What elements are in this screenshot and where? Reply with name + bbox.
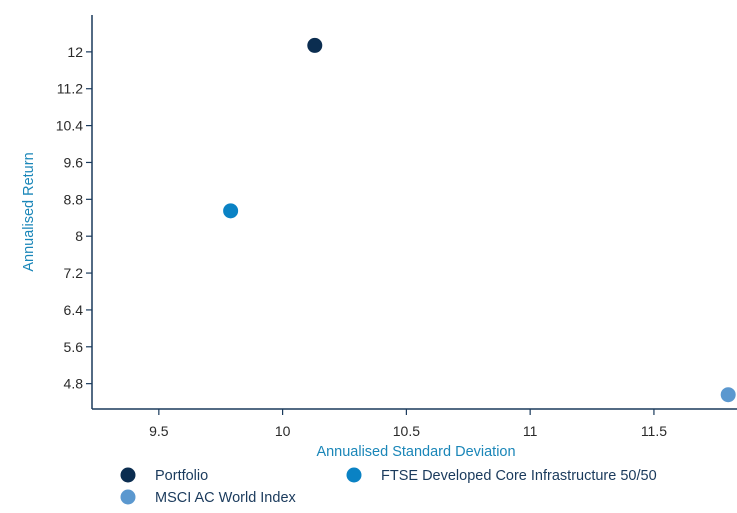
x-tick-label: 10.5 (393, 423, 420, 439)
legend-item: FTSE Developed Core Infrastructure 50/50 (346, 467, 657, 484)
x-tick-label: 9.5 (149, 423, 169, 439)
y-tick-label: 4.8 (64, 376, 84, 392)
y-tick-label: 8 (75, 228, 83, 244)
legend-label: Portfolio (155, 468, 208, 484)
legend-label: FTSE Developed Core Infrastructure 50/50 (381, 468, 657, 484)
y-tick-label: 12 (67, 44, 83, 60)
x-tick-label: 10 (275, 423, 291, 439)
y-axis-title: Annualised Return (21, 152, 37, 271)
legend-item: Portfolio (120, 467, 208, 484)
x-axis-title: Annualised Standard Deviation (316, 444, 515, 460)
x-axis-ticks: 9.5 10 10.5 11 11.5 (149, 409, 667, 439)
data-point (307, 37, 323, 53)
x-tick-label: 11.5 (641, 423, 667, 439)
x-tick-label: 11 (523, 423, 538, 439)
legend-marker (346, 467, 362, 483)
y-tick-label: 5.6 (64, 339, 84, 355)
y-tick-label: 8.8 (64, 191, 84, 207)
y-tick-label: 7.2 (64, 265, 84, 281)
y-tick-label: 6.4 (64, 302, 84, 318)
y-tick-label: 10.4 (56, 118, 83, 134)
legend-marker (120, 489, 136, 505)
data-point (223, 203, 239, 219)
axes (91, 15, 737, 410)
y-tick-label: 9.6 (64, 154, 84, 170)
legend-label: MSCI AC World Index (155, 490, 297, 506)
y-tick-label: 11.2 (57, 81, 83, 97)
data-points (223, 37, 736, 403)
legend-marker (120, 467, 136, 483)
legend: Portfolio FTSE Developed Core Infrastruct… (120, 467, 657, 506)
y-axis-ticks: 4.8 5.6 6.4 7.2 8 8.8 9.6 10.4 11.2 12 (56, 44, 92, 392)
legend-item: MSCI AC World Index (120, 489, 297, 506)
data-point (720, 387, 736, 403)
